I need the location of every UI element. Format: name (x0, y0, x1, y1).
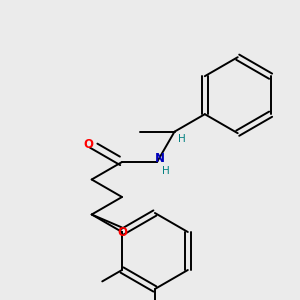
Text: O: O (117, 226, 127, 238)
Text: N: N (155, 152, 165, 166)
Text: H: H (178, 134, 186, 144)
Text: O: O (84, 138, 94, 151)
Text: H: H (162, 166, 170, 176)
